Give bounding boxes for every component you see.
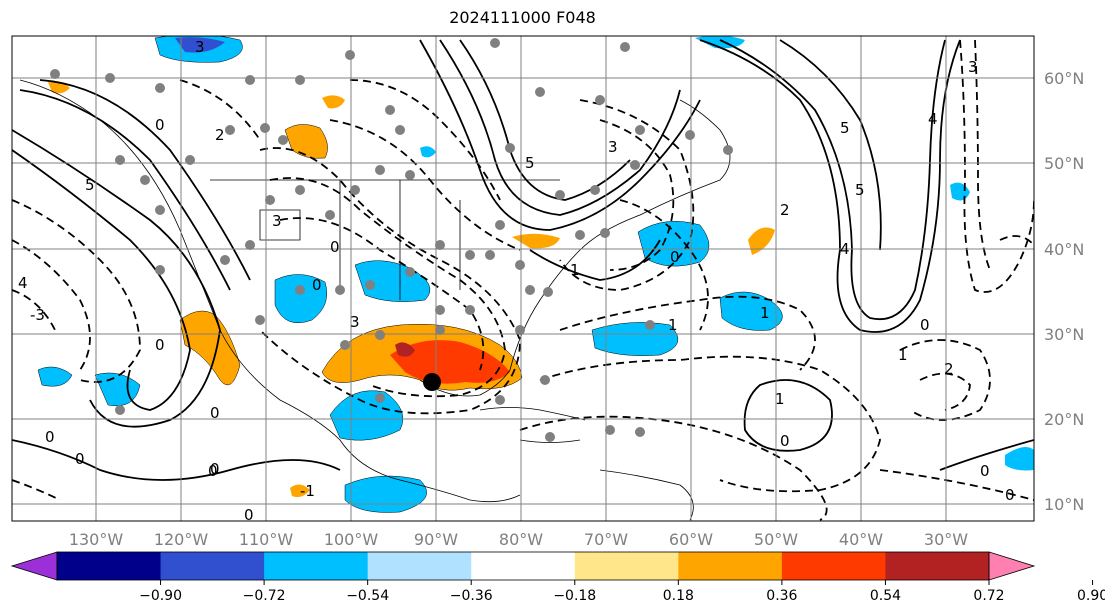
svg-text:1: 1 bbox=[570, 261, 580, 279]
colorbar-min-extension bbox=[10, 551, 58, 581]
svg-text:0: 0 bbox=[210, 460, 220, 478]
svg-text:5: 5 bbox=[85, 176, 95, 194]
lat-label: 50°N bbox=[1044, 154, 1084, 173]
colorbar-tick-label: −0.36 bbox=[450, 588, 493, 604]
colorbar-segment bbox=[367, 552, 472, 580]
svg-text:0: 0 bbox=[208, 462, 218, 480]
colorbar-tick-label: 0.36 bbox=[766, 588, 797, 604]
lon-label: 130°W bbox=[69, 530, 124, 549]
lon-label: 40°W bbox=[839, 530, 883, 549]
svg-text:4: 4 bbox=[928, 110, 938, 128]
colorbar-segment bbox=[160, 552, 265, 580]
svg-text:2: 2 bbox=[780, 201, 790, 219]
svg-text:0: 0 bbox=[780, 432, 790, 450]
svg-text:0: 0 bbox=[920, 316, 930, 334]
svg-text:0: 0 bbox=[210, 404, 220, 422]
lat-label: 10°N bbox=[1044, 495, 1084, 514]
svg-text:0: 0 bbox=[330, 238, 340, 256]
svg-text:3: 3 bbox=[608, 138, 618, 156]
svg-text:-3: -3 bbox=[30, 306, 45, 324]
svg-text:3: 3 bbox=[195, 38, 205, 56]
svg-text:3: 3 bbox=[272, 212, 282, 230]
gridlines bbox=[12, 36, 1034, 521]
positive-contours bbox=[12, 39, 1034, 481]
lon-label: 110°W bbox=[239, 530, 294, 549]
svg-text:4: 4 bbox=[18, 274, 28, 292]
svg-text:0: 0 bbox=[75, 450, 85, 468]
svg-text:0: 0 bbox=[244, 506, 254, 524]
station-markers bbox=[50, 38, 733, 442]
colorbar-max-extension bbox=[988, 551, 1036, 581]
plot-frame bbox=[11, 35, 1035, 522]
colorbar-tick-label: 0.72 bbox=[973, 588, 1004, 604]
colorbar-tick-label: 0.18 bbox=[663, 588, 694, 604]
colorbar-tick-label: −0.54 bbox=[346, 588, 389, 604]
colorbar-segment bbox=[57, 552, 162, 580]
lon-label: 80°W bbox=[499, 530, 543, 549]
colorbar-segment bbox=[678, 552, 783, 580]
svg-text:0: 0 bbox=[45, 428, 55, 446]
lon-label: 70°W bbox=[584, 530, 628, 549]
positive-anomaly-fills bbox=[48, 80, 775, 498]
svg-text:0: 0 bbox=[155, 116, 165, 134]
svg-text:5: 5 bbox=[840, 119, 850, 137]
lon-label: 100°W bbox=[324, 530, 379, 549]
latitude-labels: 60°N 50°N 40°N 30°N 20°N 10°N bbox=[1044, 69, 1084, 514]
colorbar-segment bbox=[574, 552, 679, 580]
lat-label: 60°N bbox=[1044, 69, 1084, 88]
colorbar-tick-label: 0.90 bbox=[1077, 588, 1105, 604]
lon-label: 60°W bbox=[669, 530, 713, 549]
svg-text:1: 1 bbox=[668, 316, 678, 334]
lon-label: 120°W bbox=[154, 530, 209, 549]
svg-text:-1: -1 bbox=[300, 482, 315, 500]
colorbar-tick-label: −0.90 bbox=[139, 588, 182, 604]
colorbar-tick-label: −0.18 bbox=[553, 588, 596, 604]
svg-text:0: 0 bbox=[1005, 486, 1015, 504]
svg-text:1: 1 bbox=[760, 304, 770, 322]
colorbar: −0.90 −0.72 −0.54 −0.36 −0.18 0.18 0.36 0.54 0.7… bbox=[10, 551, 1105, 604]
storm-center-marker bbox=[423, 373, 441, 391]
colorbar-tick-label: −0.72 bbox=[243, 588, 286, 604]
negative-contours bbox=[12, 39, 1034, 521]
svg-text:5: 5 bbox=[855, 181, 865, 199]
map-layers: 4 -3 5 0 0 0 0 0 -1 0 0 0 3 3 2 0 3 1 3 … bbox=[12, 36, 1034, 524]
lat-label: 40°N bbox=[1044, 240, 1084, 259]
contour-labels: 4 -3 5 0 0 0 0 0 -1 0 0 0 3 3 2 0 3 1 3 … bbox=[18, 38, 1015, 524]
colorbar-tick-label: 0.54 bbox=[870, 588, 901, 604]
colorbar-segment bbox=[471, 552, 576, 580]
colorbar-segment bbox=[264, 552, 369, 580]
map-title: 2024111000 F048 bbox=[449, 8, 596, 27]
lon-label: 50°W bbox=[754, 530, 798, 549]
colorbar-frame bbox=[56, 551, 990, 581]
svg-text:2: 2 bbox=[944, 360, 954, 378]
lon-label: 90°W bbox=[414, 530, 458, 549]
lon-label: 30°W bbox=[924, 530, 968, 549]
svg-text:0: 0 bbox=[670, 248, 680, 266]
coastlines bbox=[19, 79, 731, 521]
svg-text:5: 5 bbox=[525, 154, 535, 172]
lat-label: 20°N bbox=[1044, 410, 1084, 429]
lat-label: 30°N bbox=[1044, 325, 1084, 344]
svg-text:2: 2 bbox=[215, 126, 225, 144]
longitude-labels: 130°W 120°W 110°W 100°W 90°W 80°W 70°W 6… bbox=[69, 530, 968, 549]
negative-anomaly-fills bbox=[37, 36, 1034, 513]
colorbar-segment bbox=[885, 552, 990, 580]
svg-text:3: 3 bbox=[350, 313, 360, 331]
svg-text:1: 1 bbox=[898, 346, 908, 364]
svg-text:3: 3 bbox=[968, 58, 978, 76]
svg-text:1: 1 bbox=[775, 390, 785, 408]
colorbar-segment bbox=[781, 552, 886, 580]
svg-text:4: 4 bbox=[840, 240, 850, 258]
svg-text:0: 0 bbox=[312, 276, 322, 294]
svg-text:0: 0 bbox=[155, 336, 165, 354]
svg-text:0: 0 bbox=[980, 462, 990, 480]
